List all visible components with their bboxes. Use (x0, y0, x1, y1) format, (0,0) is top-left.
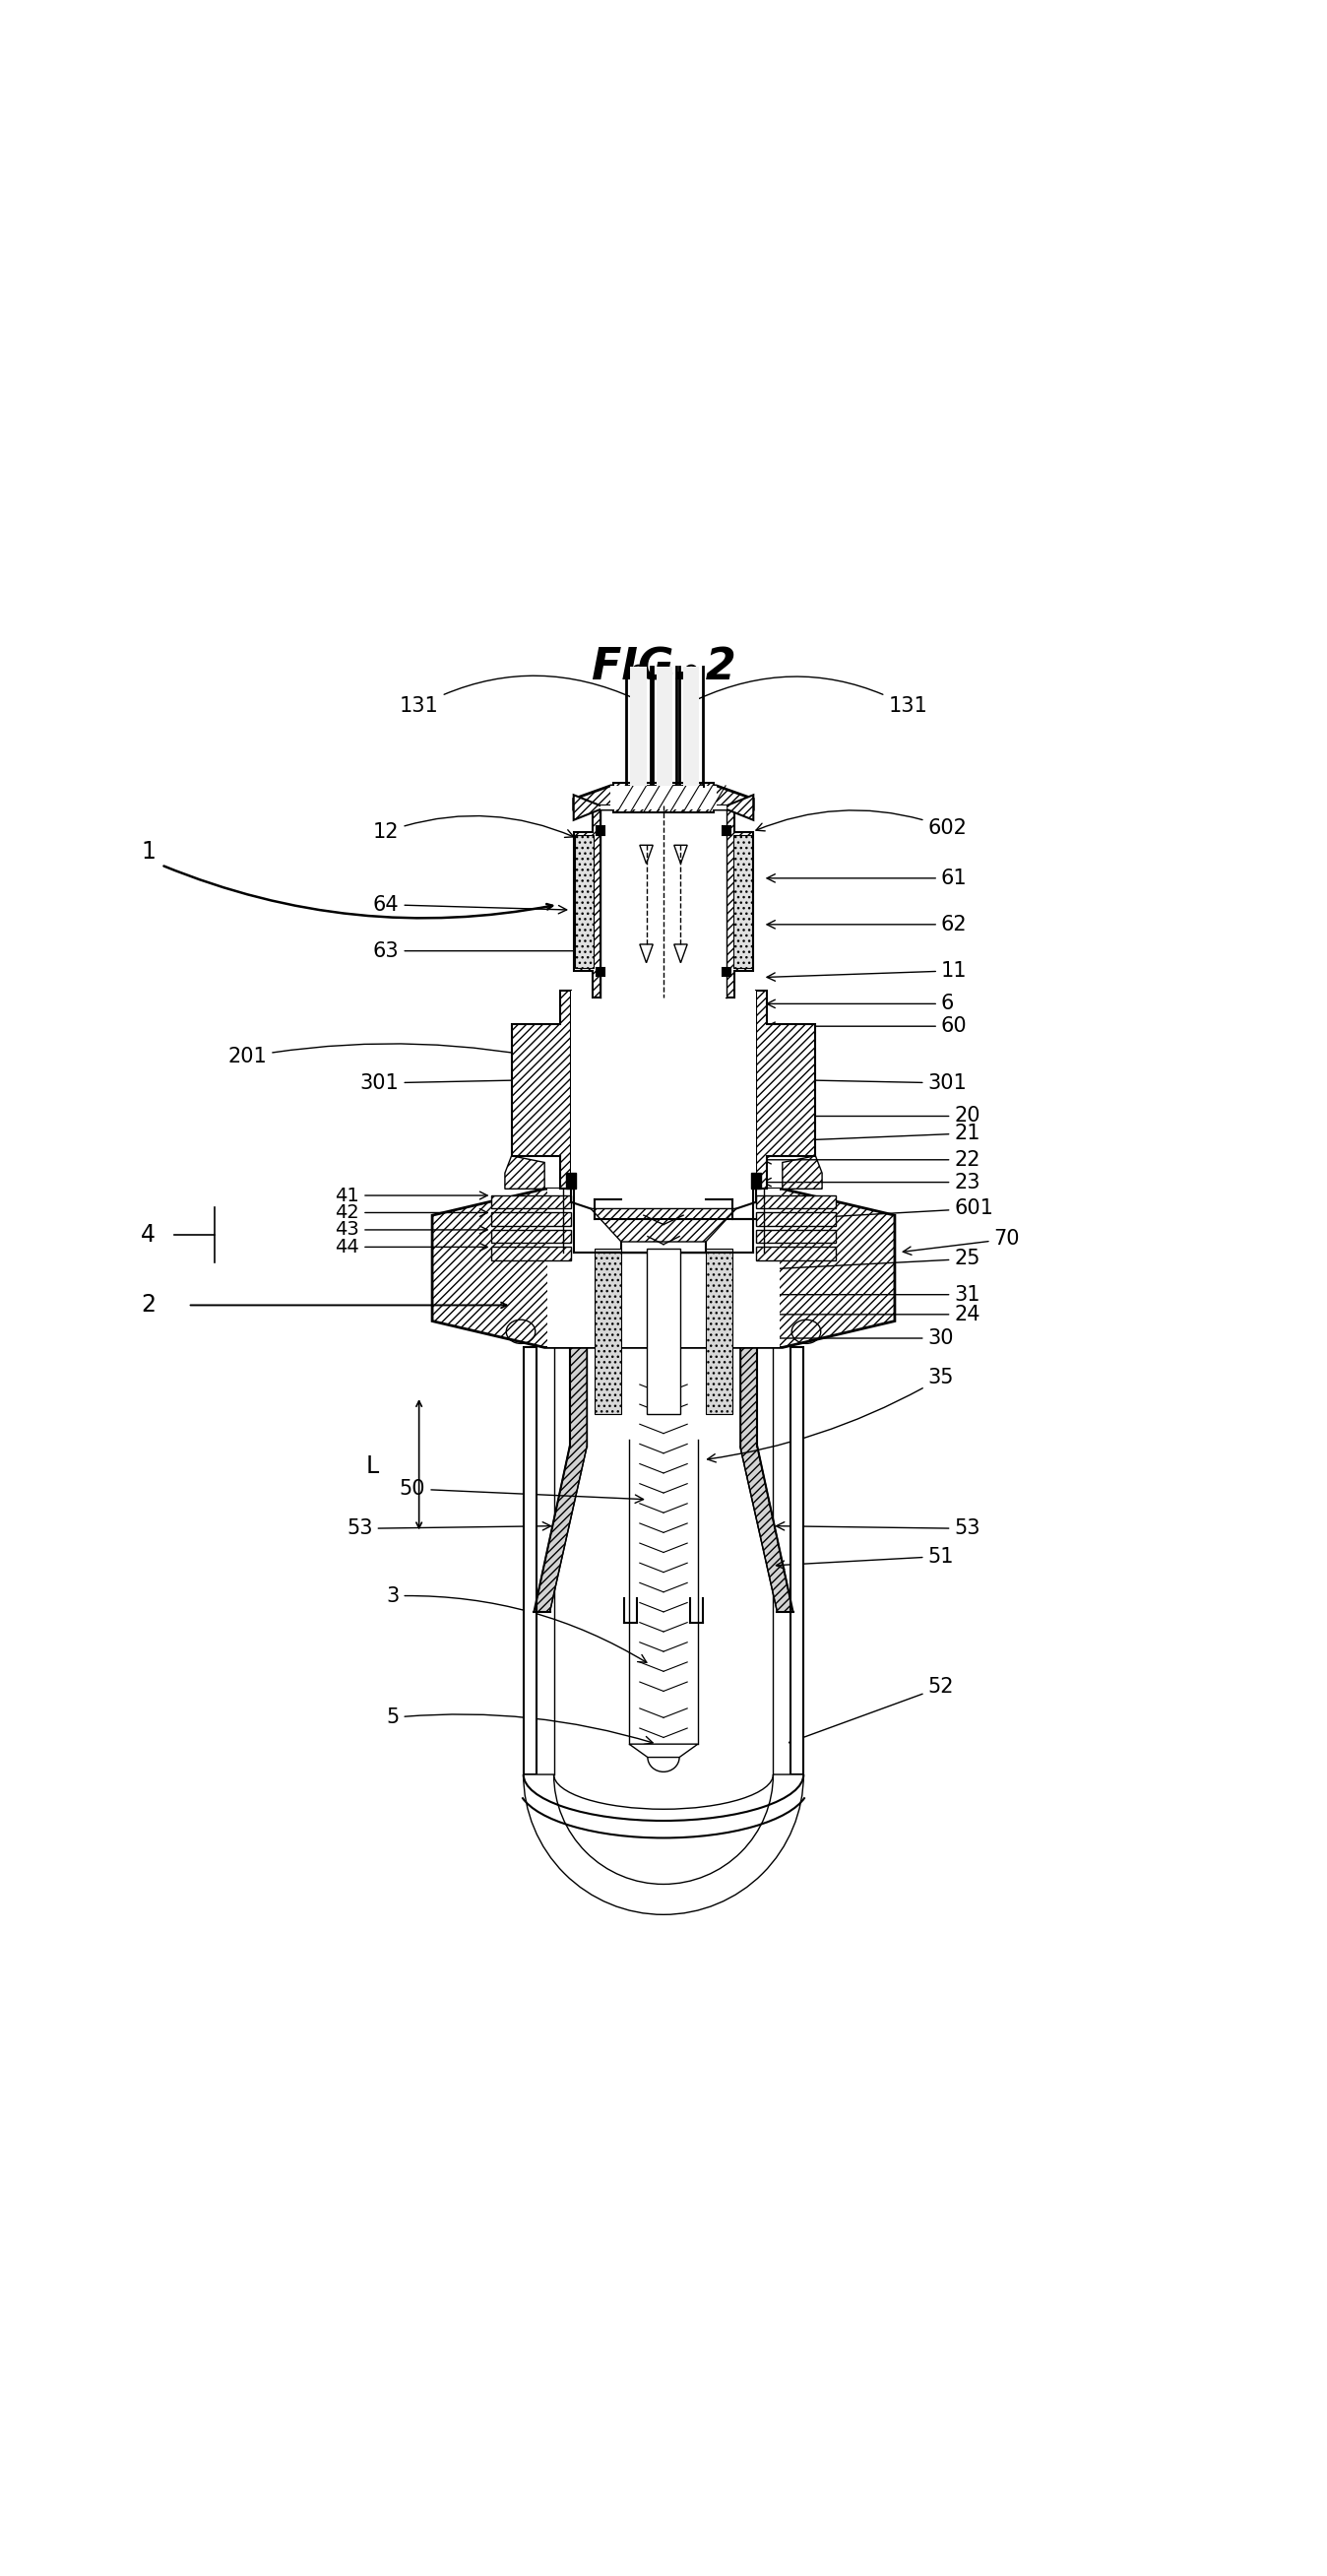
Text: 35: 35 (707, 1368, 954, 1463)
Bar (630, 667, 646, 786)
Text: 602: 602 (756, 811, 967, 837)
Bar (600, 806, 727, 997)
Text: 5: 5 (386, 1708, 653, 1744)
Text: 63: 63 (373, 940, 583, 961)
Bar (756, 1229, 835, 1244)
Bar (624, 786, 703, 809)
Bar (723, 827, 731, 835)
Bar (734, 835, 752, 969)
Bar (723, 969, 731, 976)
Bar (594, 1249, 621, 1414)
Text: FIG. 2: FIG. 2 (592, 647, 735, 690)
Polygon shape (533, 1190, 587, 1613)
Polygon shape (523, 1347, 536, 1775)
Bar (756, 1195, 835, 1208)
Bar (646, 1249, 681, 1414)
Polygon shape (756, 992, 816, 1190)
Bar (492, 1195, 571, 1208)
Text: 61: 61 (767, 868, 967, 889)
Text: 131: 131 (399, 675, 634, 716)
Text: 6: 6 (767, 994, 954, 1012)
Polygon shape (640, 845, 653, 863)
Text: 22: 22 (763, 1149, 981, 1170)
Bar (596, 969, 604, 976)
Bar (610, 786, 717, 809)
Text: 30: 30 (760, 1329, 954, 1347)
Bar (613, 783, 714, 811)
Bar (596, 827, 604, 835)
Polygon shape (504, 1157, 544, 1190)
Wedge shape (523, 1775, 804, 1914)
Text: 3: 3 (386, 1587, 646, 1662)
Text: 4: 4 (141, 1224, 155, 1247)
Text: 64: 64 (373, 894, 567, 914)
Text: L: L (366, 1455, 380, 1479)
Bar (492, 1213, 571, 1226)
Text: 20: 20 (770, 1105, 981, 1126)
Text: 53: 53 (346, 1520, 551, 1538)
Bar (565, 1172, 576, 1190)
Bar (492, 1229, 571, 1244)
Text: 301: 301 (760, 1074, 967, 1092)
Text: 301: 301 (360, 1074, 567, 1092)
Bar (571, 992, 756, 1190)
Bar (751, 1172, 762, 1190)
Bar (573, 1190, 754, 1252)
Bar (547, 1190, 780, 1347)
Text: 31: 31 (767, 1285, 981, 1303)
Bar (575, 835, 593, 969)
Polygon shape (591, 1208, 736, 1242)
Text: 21: 21 (750, 1123, 981, 1146)
Text: 70: 70 (902, 1229, 1020, 1255)
Polygon shape (573, 806, 600, 997)
Polygon shape (629, 1744, 698, 1757)
Bar (756, 1213, 835, 1226)
Text: 2: 2 (141, 1293, 155, 1316)
Text: 23: 23 (763, 1172, 981, 1193)
Text: 42: 42 (336, 1203, 487, 1221)
Polygon shape (674, 845, 687, 863)
Bar (683, 667, 699, 786)
Text: 60: 60 (767, 1018, 967, 1036)
Polygon shape (740, 1190, 794, 1613)
Text: 43: 43 (336, 1221, 487, 1239)
Polygon shape (674, 945, 687, 963)
Text: 52: 52 (790, 1677, 954, 1744)
Text: 53: 53 (776, 1520, 981, 1538)
Bar (657, 667, 673, 786)
Text: 12: 12 (373, 817, 573, 842)
Text: 41: 41 (336, 1185, 487, 1206)
Text: 201: 201 (228, 1043, 564, 1066)
Text: 44: 44 (336, 1236, 487, 1257)
Text: 24: 24 (767, 1303, 981, 1324)
Text: 601: 601 (740, 1198, 994, 1226)
Text: 11: 11 (767, 961, 967, 981)
Text: 62: 62 (767, 914, 967, 935)
Bar (492, 1247, 571, 1260)
Text: 50: 50 (399, 1479, 644, 1502)
Polygon shape (791, 1347, 804, 1775)
Polygon shape (573, 796, 754, 819)
Text: 131: 131 (699, 677, 928, 716)
Bar (600, 806, 727, 809)
Polygon shape (640, 945, 653, 963)
Bar (706, 1249, 733, 1414)
Polygon shape (727, 806, 754, 997)
Polygon shape (573, 786, 754, 809)
Polygon shape (783, 1157, 823, 1190)
Polygon shape (433, 1190, 894, 1347)
Polygon shape (511, 992, 571, 1190)
Text: 25: 25 (740, 1249, 981, 1275)
Text: 1: 1 (141, 840, 155, 863)
Bar (756, 1247, 835, 1260)
Text: 51: 51 (776, 1546, 954, 1569)
